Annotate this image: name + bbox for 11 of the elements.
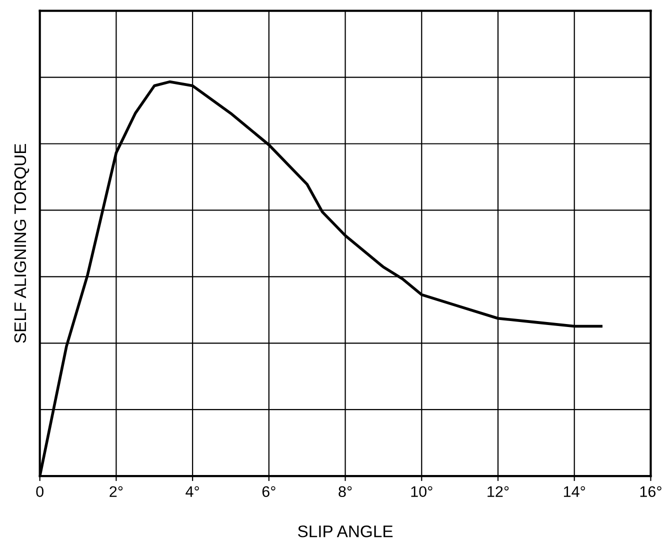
x-tick-label: 2° xyxy=(110,486,123,497)
y-axis-title: SELF ALIGNING TORQUE xyxy=(14,144,30,343)
x-tick-label: 10° xyxy=(411,486,432,498)
x-tick-label: 14° xyxy=(564,486,585,497)
x-tick-label: 12° xyxy=(488,486,509,497)
x-tick-label: 0 xyxy=(36,486,44,498)
x-axis-title: SLIP ANGLE xyxy=(298,525,393,538)
x-tick-label: 4° xyxy=(186,486,199,497)
x-tick-label: 16° xyxy=(640,486,662,498)
x-tick-label: 6° xyxy=(262,486,276,498)
x-tick-label: 8° xyxy=(338,486,352,498)
